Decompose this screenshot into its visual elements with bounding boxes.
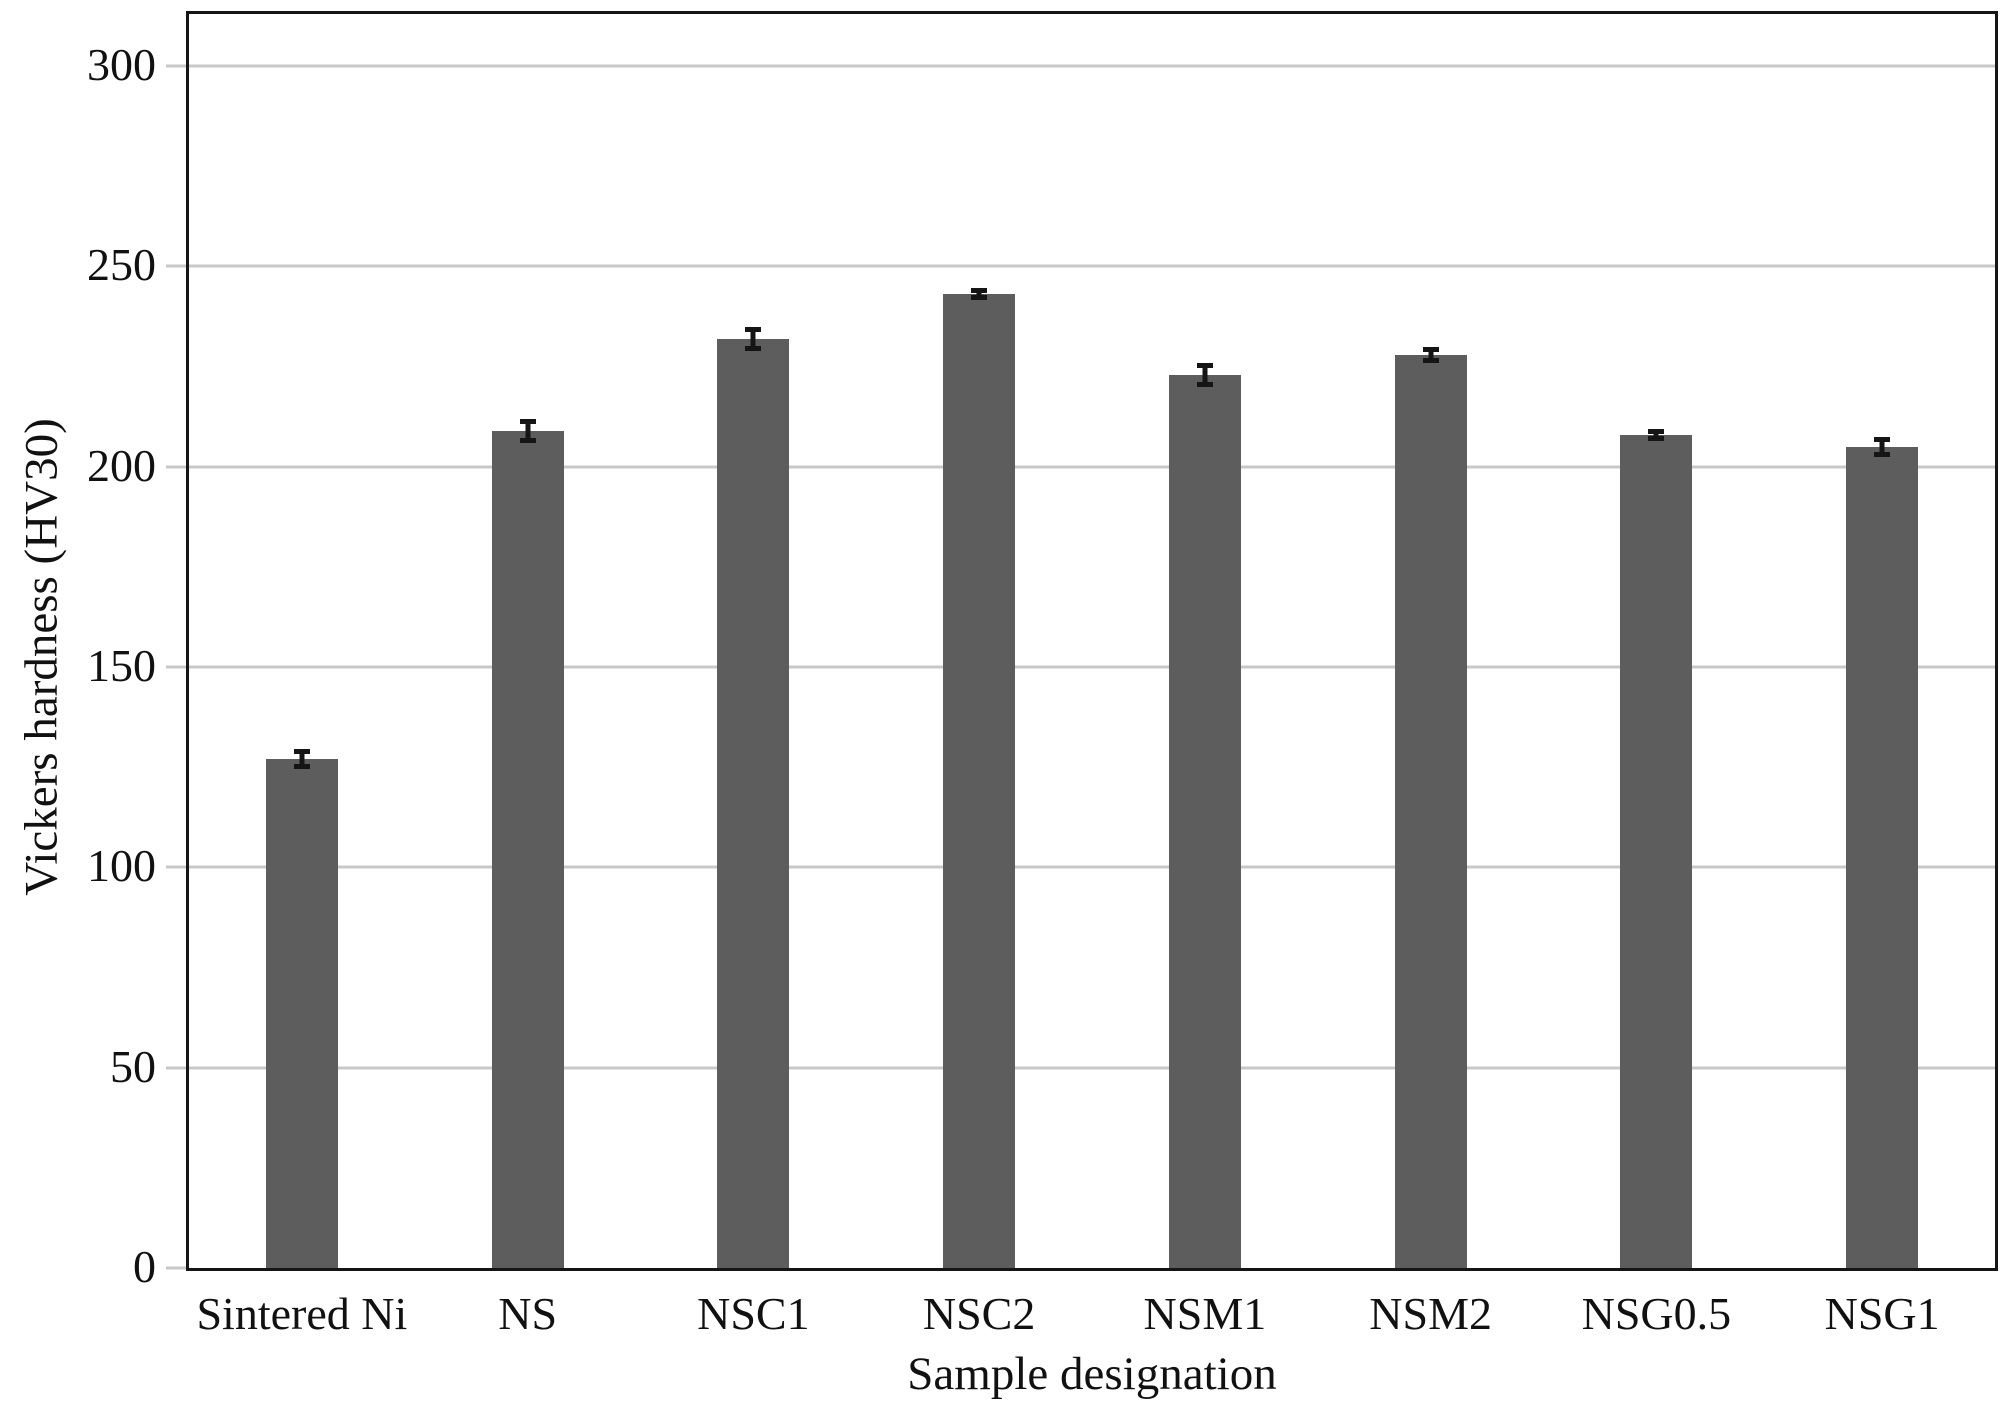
error-bar-cap-top <box>519 418 536 424</box>
x-category-label-nsc1: NSC1 <box>697 1288 810 1339</box>
x-category-label-nsg0-5: NSG0.5 <box>1581 1288 1732 1339</box>
error-bar-nsc1 <box>745 326 762 351</box>
error-bar-whisker <box>1879 436 1885 457</box>
y-tick-mark-0 <box>166 1266 189 1270</box>
y-tick-mark-50 <box>166 1066 189 1070</box>
y-tick-label-300: 300 <box>87 39 156 91</box>
error-bar-ns <box>519 418 536 443</box>
x-axis-category-labels: Sintered Ni NS NSC1 NSC2 NSM1 NSM2 NSG0.5 NSG1 <box>189 1286 1995 1342</box>
y-tick-label-150: 150 <box>87 640 156 692</box>
bar-nsg0-5 <box>1620 434 1693 1268</box>
x-category-label-ns: NS <box>498 1288 558 1339</box>
error-bar-whisker <box>1428 346 1434 363</box>
x-axis-title: Sample designation <box>907 1348 1277 1400</box>
gridlines-layer <box>189 14 1995 1268</box>
bar-nsm2 <box>1394 354 1467 1268</box>
error-bar-cap-bottom <box>745 345 762 351</box>
error-bar-whisker <box>1202 362 1208 387</box>
y-tick-mark-150 <box>166 665 189 669</box>
y-axis-tick-labels: 0 50 100 150 200 250 300 <box>0 14 156 1290</box>
error-bar-cap-bottom <box>519 437 536 443</box>
error-bar-whisker <box>299 749 305 770</box>
x-category-label-sintered-ni: Sintered Ni <box>196 1288 408 1339</box>
bar-nsc2 <box>943 294 1016 1268</box>
y-tick-label-250: 250 <box>87 239 156 291</box>
y-tick-mark-300 <box>166 64 189 68</box>
y-tick-label-50: 50 <box>110 1040 156 1092</box>
error-bar-cap-top <box>1422 346 1439 352</box>
x-category-label-nsg1: NSG1 <box>1824 1288 1940 1339</box>
error-bar-nsm2 <box>1422 346 1439 363</box>
y-tick-mark-250 <box>166 264 189 268</box>
gridline-50 <box>189 1066 1995 1070</box>
error-bar-cap-top <box>1196 362 1213 368</box>
error-bar-cap-bottom <box>1648 435 1665 441</box>
error-bar-cap-bottom <box>293 764 310 770</box>
bar-sintered-ni <box>265 759 338 1268</box>
x-category-label-nsm1: NSM1 <box>1143 1288 1267 1339</box>
bar-ns <box>491 430 564 1268</box>
bar-nsg1 <box>1846 446 1919 1268</box>
error-bar-cap-top <box>1874 436 1891 442</box>
error-bar-cap-top <box>745 326 762 332</box>
error-bar-whisker <box>525 418 531 443</box>
error-bar-cap-bottom <box>1422 357 1439 363</box>
bar-nsm1 <box>1168 374 1241 1268</box>
error-bar-cap-top <box>1648 428 1665 434</box>
error-bar-cap-bottom <box>1874 451 1891 457</box>
error-bar-nsg0-5 <box>1648 428 1665 441</box>
y-tick-label-200: 200 <box>87 439 156 491</box>
y-tick-label-0: 0 <box>133 1241 156 1293</box>
y-tick-mark-200 <box>166 465 189 469</box>
error-bar-nsm1 <box>1196 362 1213 387</box>
error-bar-sintered-ni <box>293 749 310 770</box>
plot-area <box>186 11 1998 1271</box>
y-tick-mark-100 <box>166 865 189 869</box>
error-bar-cap-top <box>971 288 988 294</box>
error-bar-whisker <box>750 326 756 351</box>
error-bar-whisker <box>1653 428 1659 441</box>
error-bar-nsg1 <box>1874 436 1891 457</box>
y-axis-tick-marks <box>166 14 189 1270</box>
bar-nsc1 <box>717 338 790 1268</box>
error-bar-cap-bottom <box>971 295 988 301</box>
x-category-label-nsc2: NSC2 <box>922 1288 1036 1339</box>
gridline-250 <box>189 264 1995 268</box>
x-category-label-nsm2: NSM2 <box>1369 1288 1492 1339</box>
y-tick-label-100: 100 <box>87 840 156 892</box>
gridline-100 <box>189 865 1995 869</box>
gridline-300 <box>189 64 1995 68</box>
gridline-150 <box>189 665 1995 669</box>
gridline-200 <box>189 465 1995 469</box>
error-bar-whisker <box>976 288 982 301</box>
error-bar-cap-bottom <box>1196 381 1213 387</box>
bars-layer <box>189 14 1995 1268</box>
error-bar-nsc2 <box>971 288 988 301</box>
error-bar-cap-top <box>293 749 310 755</box>
